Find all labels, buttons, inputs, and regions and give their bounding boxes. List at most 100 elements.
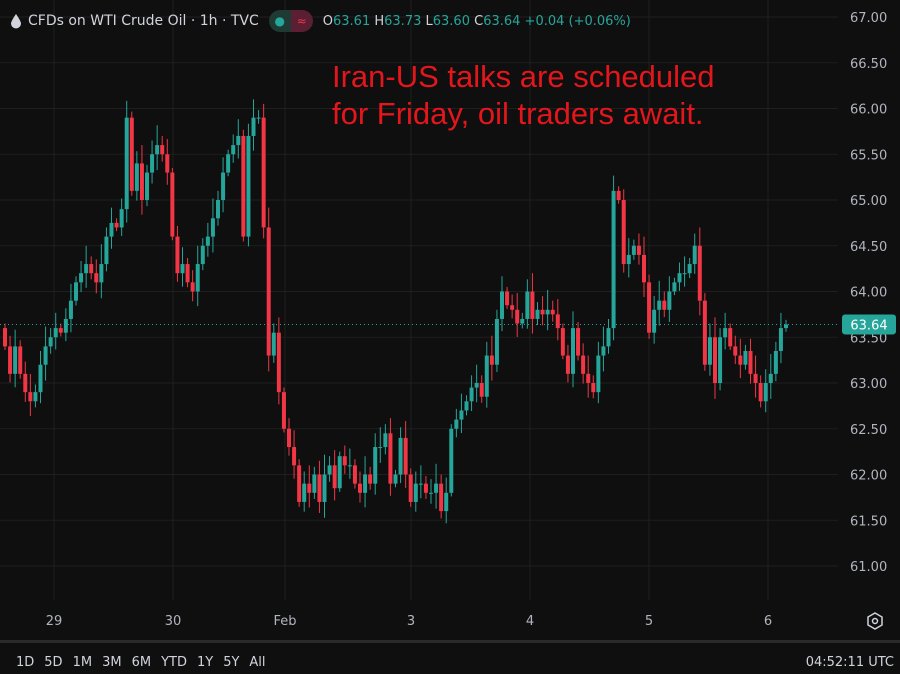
- candle: [657, 280, 662, 326]
- candle: [160, 135, 165, 162]
- candle: [185, 257, 190, 288]
- candle: [347, 448, 352, 479]
- last-price-badge: [842, 314, 896, 335]
- candle: [287, 418, 291, 456]
- candle: [520, 312, 525, 329]
- candle: [778, 312, 783, 364]
- candle: [738, 338, 743, 379]
- candle: [342, 445, 347, 474]
- y-tick-label: 66.50: [850, 57, 887, 72]
- candle: [109, 207, 114, 249]
- candle: [707, 323, 712, 376]
- range-button-1m[interactable]: 1M: [72, 655, 93, 670]
- candle: [170, 167, 175, 241]
- candle: [449, 424, 454, 497]
- y-tick-label: 62.00: [850, 469, 887, 484]
- candle: [74, 276, 78, 306]
- candle: [195, 245, 200, 307]
- price-chart[interactable]: 67.00 66.50 66.00 65.50 65.00 64.50 64.00 63.50…: [0, 0, 900, 640]
- candle: [307, 465, 312, 508]
- candle: [586, 355, 591, 398]
- candle: [525, 279, 530, 329]
- change-value: +0.04 (+0.06%): [524, 13, 631, 29]
- candle: [484, 341, 489, 408]
- candle: [327, 456, 332, 482]
- range-button-5y[interactable]: 5Y: [223, 655, 240, 670]
- candle: [621, 189, 626, 273]
- range-button-ytd[interactable]: YTD: [161, 655, 187, 670]
- candle: [510, 294, 515, 319]
- candle: [642, 236, 646, 297]
- candle: [753, 355, 758, 398]
- candle: [150, 140, 155, 184]
- candle: [545, 289, 550, 331]
- x-tick-label: Feb: [273, 614, 296, 629]
- candle: [89, 256, 94, 280]
- candle: [124, 100, 129, 223]
- candle: [180, 247, 185, 287]
- candle: [322, 454, 327, 518]
- candle: [63, 308, 68, 342]
- market-open-dot-icon: ●: [268, 10, 291, 32]
- y-tick-label: 64.50: [850, 240, 887, 255]
- candle: [139, 145, 144, 215]
- candle: [216, 190, 220, 226]
- utc-clock[interactable]: 04:52:11 UTC: [805, 655, 894, 670]
- candle: [210, 198, 215, 253]
- candle: [489, 335, 494, 381]
- candle: [145, 164, 149, 207]
- candle: [687, 257, 692, 279]
- candle: [58, 323, 63, 337]
- symbol-title[interactable]: CFDs on WTI Crude Oil · 1h · TVC: [28, 13, 259, 29]
- candle: [23, 361, 28, 402]
- candle: [302, 471, 307, 512]
- range-button-1d[interactable]: 1D: [16, 655, 35, 670]
- candle: [312, 466, 317, 499]
- candle: [439, 474, 444, 519]
- candle: [48, 328, 53, 354]
- x-tick-label: 30: [165, 614, 182, 629]
- candle: [408, 468, 413, 507]
- candle: [758, 375, 763, 408]
- y-tick-label: 67.00: [850, 11, 887, 26]
- candle: [697, 227, 702, 316]
- candle: [773, 341, 778, 382]
- range-button-5d[interactable]: 5D: [44, 655, 63, 670]
- candle: [155, 125, 160, 171]
- candle: [565, 344, 570, 383]
- candle: [763, 369, 768, 413]
- range-button-all[interactable]: All: [249, 655, 266, 670]
- candle: [682, 256, 687, 287]
- range-button-1y[interactable]: 1Y: [196, 655, 214, 670]
- candle: [636, 233, 641, 265]
- candle: [175, 225, 180, 282]
- candle: [601, 326, 606, 372]
- candle: [373, 433, 378, 495]
- status-pill[interactable]: ● ≈: [268, 10, 313, 32]
- candle: [581, 343, 586, 384]
- y-tick-label: 61.50: [850, 514, 887, 529]
- candle: [231, 134, 236, 163]
- y-tick-label: 64.00: [850, 286, 887, 301]
- bottom-toolbar: 1D 5D 1M 3M 6M YTD 1Y 5Y All 04:52:11 UTC: [0, 640, 900, 674]
- candle: [500, 276, 504, 332]
- candle: [352, 459, 357, 489]
- candle: [221, 157, 226, 213]
- candle: [444, 477, 449, 524]
- candle: [388, 418, 393, 496]
- range-button-3m[interactable]: 3M: [102, 655, 122, 670]
- candle: [596, 341, 601, 404]
- candle: [251, 99, 256, 151]
- candle: [368, 466, 373, 490]
- legend-header: CFDs on WTI Crude Oil · 1h · TVC ● ≈ O63…: [10, 10, 631, 32]
- candle: [434, 463, 439, 509]
- candle: [515, 293, 520, 337]
- candle: [479, 375, 484, 403]
- candle: [226, 149, 231, 177]
- candle: [3, 323, 7, 351]
- gear-icon[interactable]: [866, 612, 884, 630]
- candle: [337, 451, 342, 492]
- candle: [429, 479, 433, 504]
- candle: [494, 309, 499, 373]
- range-button-6m[interactable]: 6M: [131, 655, 152, 670]
